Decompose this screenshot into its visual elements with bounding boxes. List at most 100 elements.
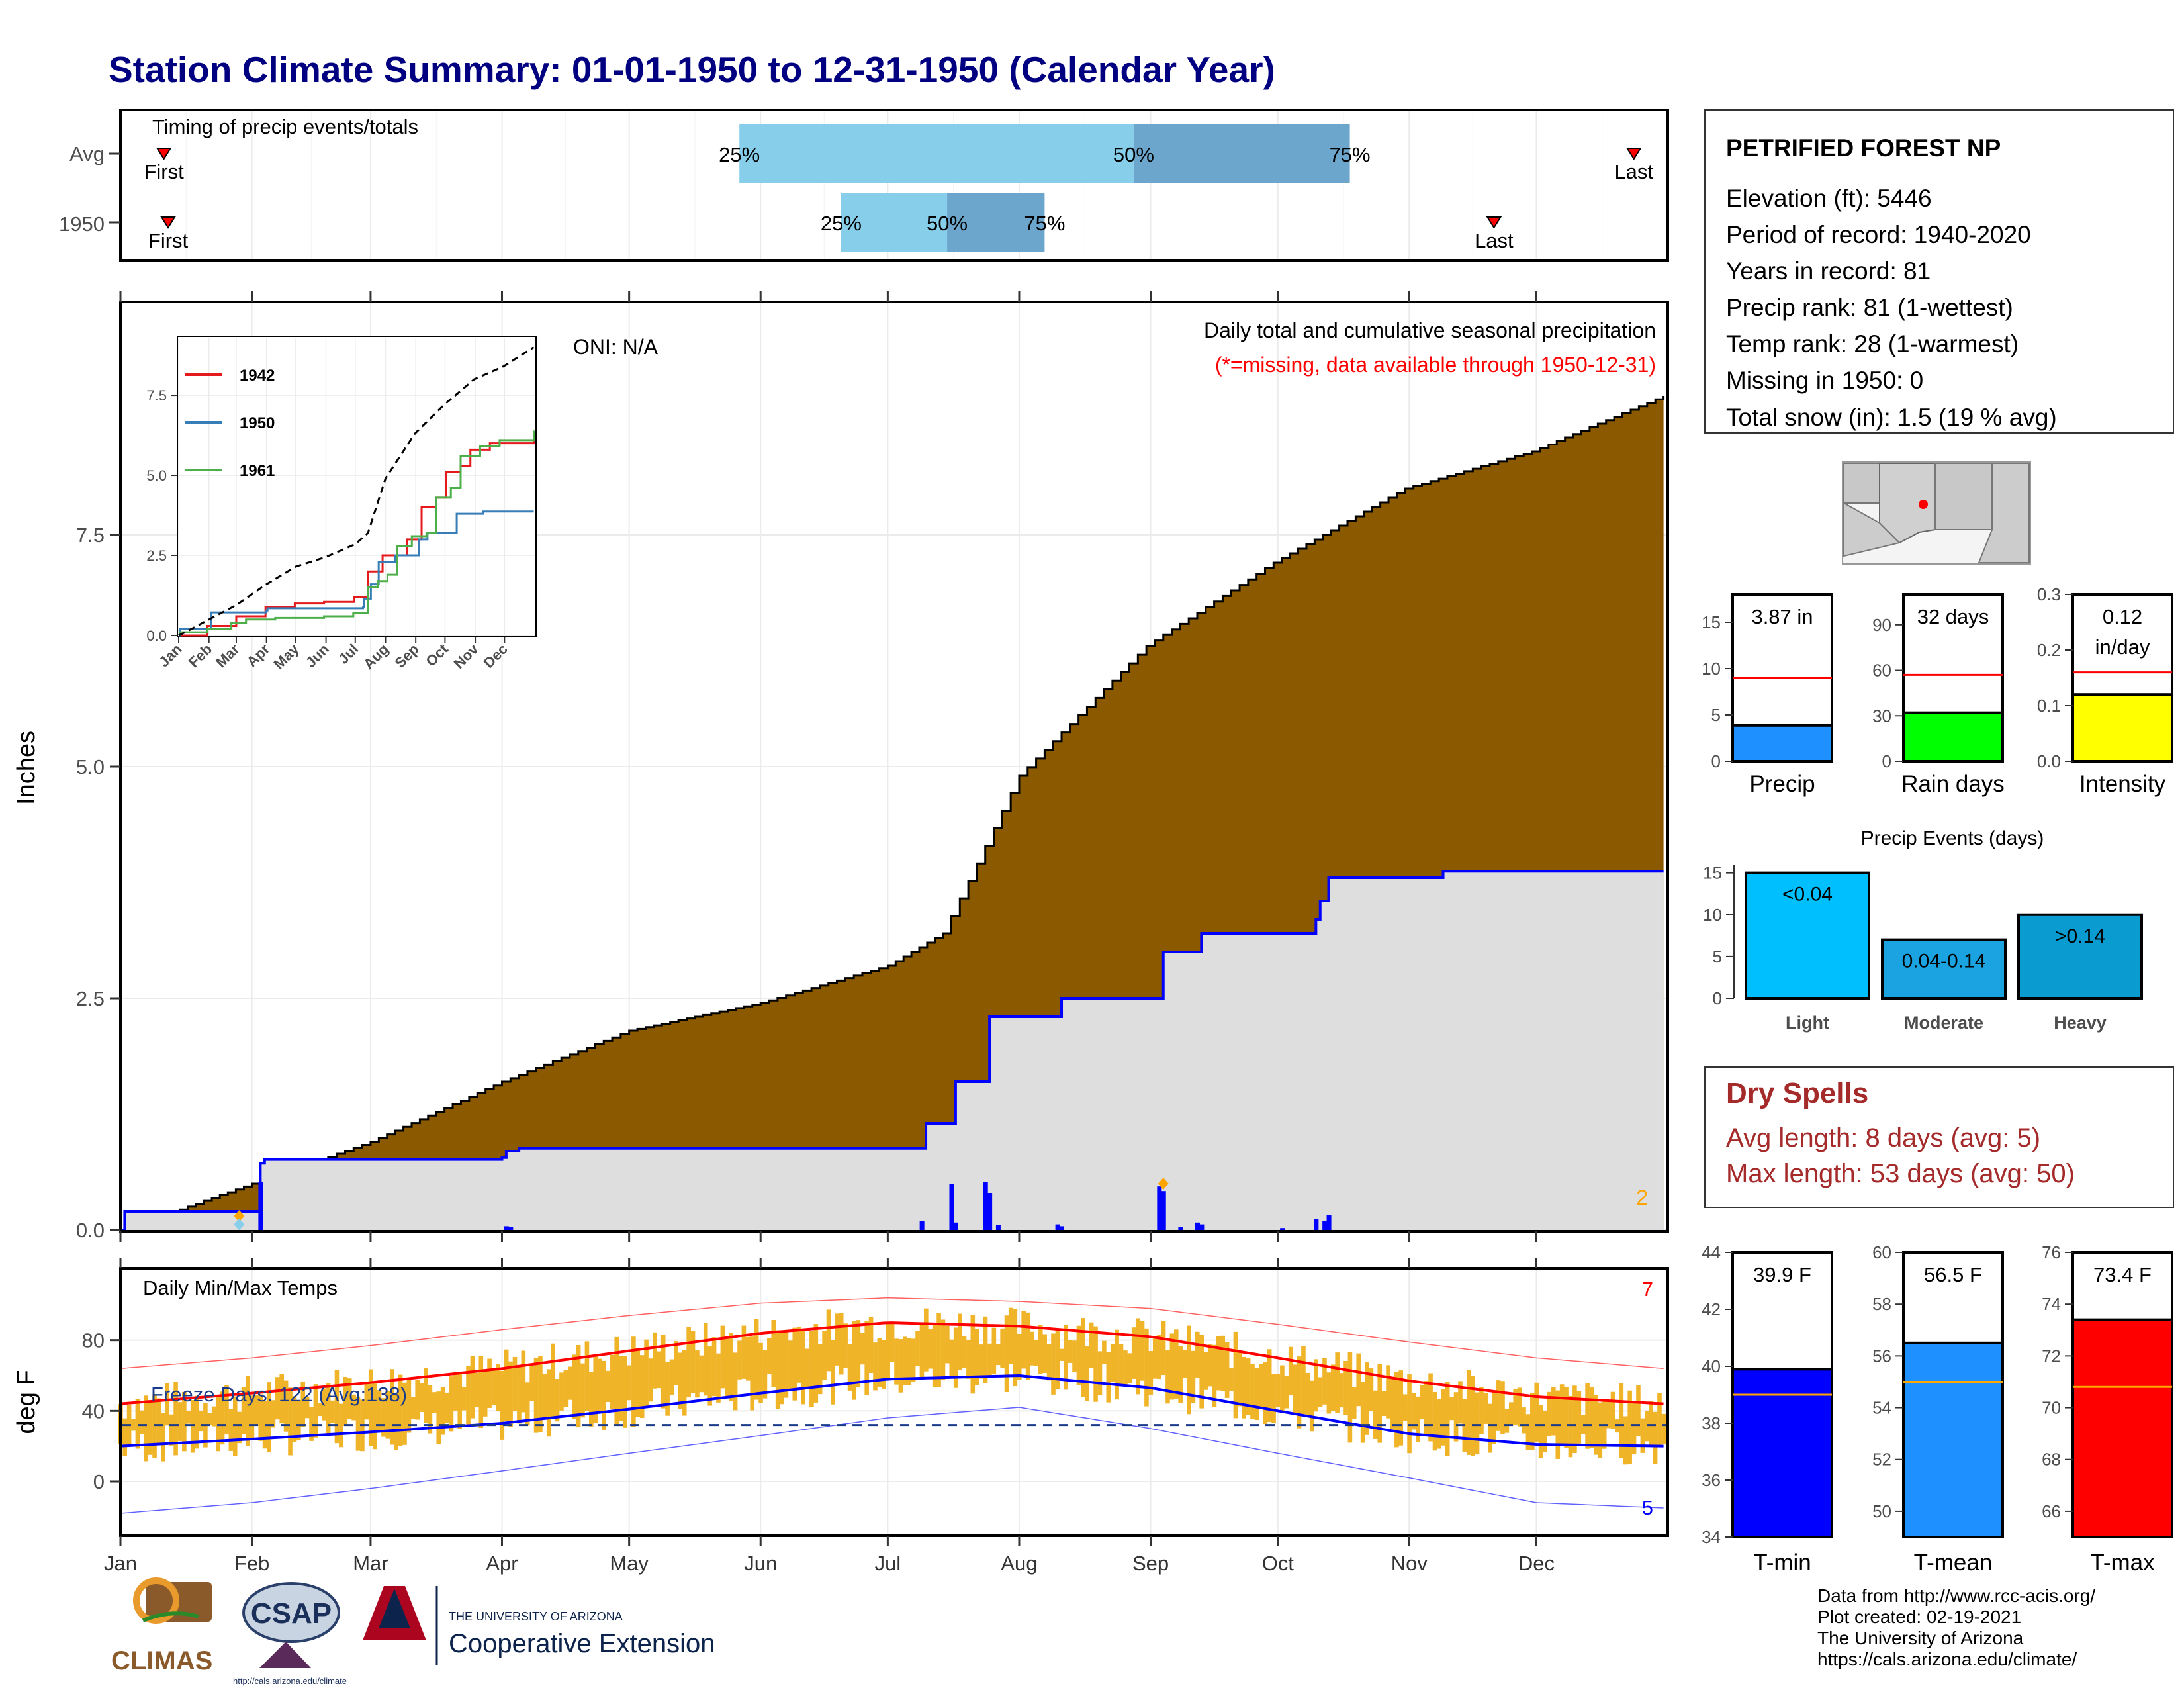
daily-temp-range-bar [457,1372,463,1429]
daily-temp-range-bar [907,1338,912,1385]
timing-q50-label: 50% [1113,143,1154,166]
daily-temp-range-bar [928,1329,933,1369]
daily-temp-range-bar [258,1394,263,1441]
events-bar-label: 0.04-0.14 [1902,951,1986,972]
month-label: Feb [234,1552,269,1575]
daily-precip-bar [258,1182,263,1230]
daily-temp-range-bar [1534,1382,1539,1442]
events-category-label: Heavy [2054,1013,2107,1033]
timing-q75-label: 75% [1330,143,1371,166]
daily-temp-range-bar [267,1382,271,1453]
daily-temp-range-bar [665,1362,670,1416]
daily-temp-range-bar [1195,1331,1200,1378]
daily-temp-range-bar [1572,1385,1577,1453]
daily-temp-range-bar [1165,1350,1170,1404]
daily-temp-range-bar [525,1382,530,1426]
daily-precip-bar [1322,1221,1328,1230]
daily-temp-range-bar [1161,1321,1166,1376]
daily-temp-range-bar [1271,1374,1276,1424]
daily-temp-range-bar [1649,1401,1653,1447]
station-line: Period of record: 1940-2020 [1726,221,2031,248]
daily-temp-range-bar [746,1336,751,1381]
daily-temp-range-bar [1199,1335,1204,1409]
daily-temp-range-bar [555,1379,560,1422]
daily-temp-range-bar [343,1376,348,1427]
daily-temp-range-bar [406,1379,412,1433]
mini-panel-ytick-label: 50 [1872,1501,1891,1521]
daily-temp-range-bar [313,1384,318,1438]
footer-line: https://cals.arizona.edu/climate/ [1817,1649,2077,1669]
daily-temp-range-bar [533,1357,539,1433]
daily-temp-range-bar [1386,1365,1390,1419]
daily-temp-range-bar [919,1325,925,1378]
daily-temp-range-bar [970,1315,976,1394]
daily-temp-range-bar [974,1329,979,1385]
daily-temp-range-bar [1475,1392,1480,1455]
daily-temp-range-bar [618,1356,623,1421]
daily-temp-range-bar [1496,1380,1501,1431]
daily-temp-range-bar [1106,1352,1111,1403]
daily-temp-range-bar [482,1370,488,1417]
events-bar [1745,871,1870,1000]
daily-temp-range-bar [1369,1368,1374,1411]
daily-temp-range-bar [195,1395,199,1449]
daily-temp-range-bar [517,1366,522,1424]
daily-precip-bar [1060,1226,1065,1230]
csap-logo: CSAP http://cals.arizona.edu/climate [233,1582,347,1686]
daily-temp-range-bar [1453,1392,1459,1442]
daily-temp-range-bar [932,1325,937,1388]
mini-panel-ytick-label: 34 [1702,1527,1721,1547]
daily-temp-range-bar [1585,1383,1590,1449]
daily-temp-range-bar [903,1336,907,1385]
csap-logo-cloud [242,1582,340,1643]
daily-temp-range-bar [1034,1340,1039,1366]
events-bar [1881,938,2007,1000]
daily-temp-range-bar [1576,1391,1582,1444]
daily-temp-range-bar [461,1387,467,1411]
daily-temp-range-bar [983,1316,988,1383]
daily-temp-range-bar [1644,1411,1649,1442]
mini-panel-precip_total: 0 5 10 15 3.87 in Precip [1702,593,1833,797]
mini-panel-ytick-label: 38 [1702,1413,1721,1433]
inset-ytick-label: 2.5 [146,547,167,564]
daily-temp-range-bar [886,1323,890,1378]
daily-temp-range-bar [1471,1376,1475,1456]
daily-temp-range-bar [512,1356,518,1411]
daily-temp-range-bar [542,1374,547,1418]
daily-temp-range-bar [1398,1370,1404,1446]
daily-temp-range-bar [232,1396,238,1456]
daily-precip-bar [1055,1224,1060,1230]
daily-precip-bar [508,1227,514,1230]
daily-temp-range-bar [1136,1318,1140,1395]
daily-precip-bar [953,1222,958,1230]
daily-temp-range-bar [1445,1382,1450,1456]
daily-temp-range-bar [589,1372,594,1427]
events-title: Precip Events (days) [1861,827,2044,849]
daily-temp-range-bar [1330,1364,1336,1411]
precip-events-chart: Precip Events (days) 0 5 10 15 <0.04 Light 0.0… [1694,818,2171,1050]
daily-temp-range-bar [1543,1411,1547,1453]
events-ytick-label: 15 [1703,863,1722,883]
year-cumulative-line [120,870,1664,1231]
daily-temp-range-bar [173,1382,178,1456]
daily-temp-range-bar [1173,1329,1179,1399]
daily-temp-range-bar [326,1383,331,1436]
daily-temp-range-bar [1492,1391,1496,1444]
daily-temp-range-bar [504,1349,509,1421]
daily-temp-range-bar [1449,1396,1454,1421]
missing-note: (*=missing, data available through 1950-… [1215,353,1656,377]
timing-bar-upper [1133,124,1350,183]
daily-temp-range-bar [729,1333,733,1401]
daily-temp-range-bar [936,1313,941,1387]
mini-panel-value-label: 73.4 F [2093,1263,2152,1286]
mini-panel-ytick-label: 30 [1872,706,1891,726]
station-name: PETRIFIED FOREST NP [1726,134,2001,162]
mini-panel-value-label: 39.9 F [1753,1263,1811,1286]
daily-temp-range-bar [1085,1346,1090,1401]
daily-temp-range-bar [860,1333,865,1365]
daily-temp-range-bar [419,1383,424,1412]
daily-temp-range-bar [237,1411,242,1444]
mini-panel-ytick-label: 0.0 [2037,751,2061,771]
daily-precip-bar [1280,1228,1285,1230]
